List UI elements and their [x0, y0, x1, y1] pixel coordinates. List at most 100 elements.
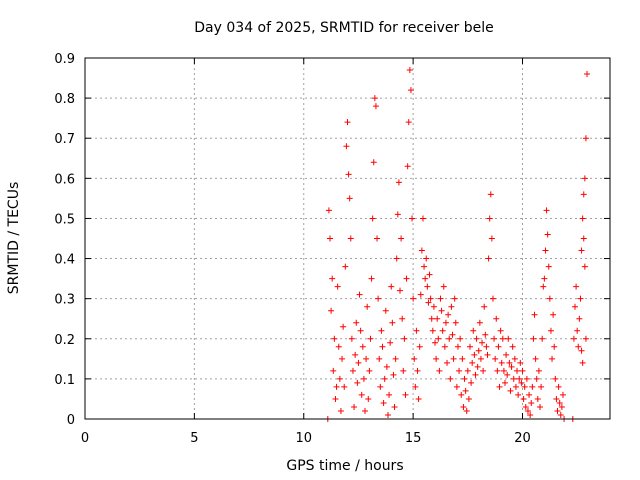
data-point	[507, 387, 514, 394]
data-point	[332, 395, 339, 402]
y-tick-label: 0.7	[54, 132, 75, 147]
data-point	[521, 383, 528, 390]
data-point	[488, 235, 495, 242]
data-point	[355, 359, 362, 366]
data-point	[473, 335, 480, 342]
data-point	[537, 403, 543, 410]
data-point	[541, 275, 548, 282]
data-point	[509, 343, 516, 350]
data-point	[492, 355, 499, 362]
data-point	[389, 319, 396, 326]
data-point	[401, 335, 408, 342]
data-point	[384, 411, 391, 418]
data-point	[468, 379, 475, 386]
data-point	[584, 71, 591, 78]
data-point	[481, 303, 488, 310]
data-point	[437, 295, 444, 302]
data-point	[499, 335, 506, 342]
data-point	[383, 363, 390, 370]
data-point	[533, 375, 540, 382]
data-point	[333, 383, 340, 390]
data-point	[436, 367, 443, 374]
data-points	[324, 67, 591, 422]
data-point	[430, 303, 437, 310]
data-point	[527, 411, 534, 418]
data-point	[476, 319, 483, 326]
data-point	[508, 363, 515, 370]
data-point	[335, 343, 342, 350]
data-point	[519, 367, 526, 374]
y-tick-label: 0.2	[54, 333, 75, 348]
data-point	[493, 315, 500, 322]
data-point	[579, 215, 586, 222]
data-point	[471, 351, 478, 358]
data-point	[461, 375, 468, 382]
data-point	[524, 407, 531, 414]
data-point	[578, 347, 585, 354]
data-point	[540, 283, 547, 290]
y-tick-label: 0.6	[54, 172, 75, 187]
data-point	[421, 263, 428, 270]
data-point	[377, 383, 384, 390]
data-point	[409, 215, 416, 222]
data-point	[362, 407, 368, 414]
data-point	[352, 351, 359, 358]
data-point	[470, 327, 477, 334]
data-point	[523, 375, 530, 382]
data-point	[340, 323, 347, 330]
data-point	[325, 207, 332, 214]
data-point	[572, 303, 578, 310]
data-point	[495, 343, 502, 350]
data-point	[518, 379, 525, 386]
data-point	[487, 191, 494, 198]
data-point	[517, 359, 524, 366]
data-point	[356, 291, 363, 298]
x-tick-label: 10	[295, 431, 312, 446]
data-point	[456, 367, 463, 374]
data-point	[353, 319, 360, 326]
data-point	[403, 275, 410, 282]
data-point	[424, 283, 431, 290]
data-point	[460, 403, 467, 410]
x-tick-label: 20	[514, 431, 531, 446]
data-point	[345, 171, 352, 178]
data-point	[462, 387, 469, 394]
y-tick-label: 0	[67, 413, 75, 428]
data-point	[369, 215, 376, 222]
data-point	[498, 359, 505, 366]
data-point	[475, 347, 482, 354]
data-point	[512, 383, 519, 390]
data-point	[482, 331, 489, 338]
data-point	[342, 263, 349, 270]
data-point	[485, 255, 492, 262]
data-point	[439, 327, 446, 334]
data-point	[434, 315, 441, 322]
data-point	[376, 355, 383, 362]
data-point	[397, 287, 403, 294]
data-point	[399, 315, 406, 322]
data-point	[404, 163, 411, 170]
data-point	[474, 363, 481, 370]
data-point	[491, 335, 498, 342]
data-point	[413, 327, 420, 334]
data-point	[550, 311, 557, 318]
data-point	[486, 215, 493, 222]
data-point	[578, 247, 585, 254]
grid-lines	[85, 58, 610, 419]
data-point	[532, 355, 539, 362]
data-point	[360, 375, 367, 382]
data-point	[366, 367, 373, 374]
data-point	[368, 275, 375, 282]
data-point	[407, 87, 414, 94]
data-point	[419, 215, 426, 222]
data-point	[365, 395, 372, 402]
data-point	[539, 335, 546, 342]
data-point	[400, 367, 407, 374]
data-point	[464, 367, 471, 374]
data-point	[423, 255, 430, 262]
data-point	[534, 395, 541, 402]
data-point	[510, 375, 517, 382]
data-point	[336, 375, 343, 382]
data-point	[348, 335, 355, 342]
